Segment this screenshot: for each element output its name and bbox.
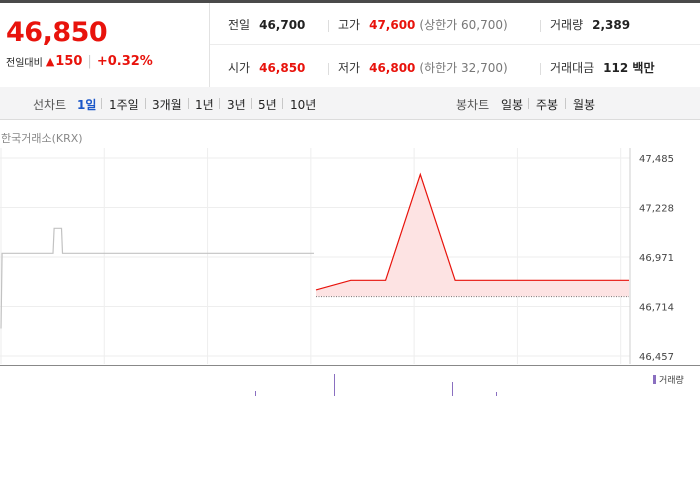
candle-chart-label: 봉차트: [456, 98, 490, 112]
price-box: 46,850 전일대비 ▲ 150 | +0.32%: [0, 3, 210, 87]
volume-swatch: [653, 375, 656, 384]
trade-value-label: 거래대금: [550, 61, 595, 75]
prev-close-label: 전일: [228, 18, 251, 32]
prev-close-cell: 전일 46,700: [228, 16, 305, 33]
tab-divider: [282, 98, 283, 109]
line-chart-label: 선차트: [33, 98, 67, 112]
upper-limit: (상한가 60,700): [419, 18, 508, 32]
tab-divider: [219, 98, 220, 109]
y-tick-label: 46,971: [639, 253, 674, 264]
prev-day-line: [0, 227, 314, 329]
tab-10y[interactable]: 10년: [290, 98, 317, 112]
y-tick-label: 47,228: [639, 204, 674, 215]
change-percent: +0.32%: [96, 54, 153, 69]
tab-divider: [188, 98, 189, 109]
tab-divider: [251, 98, 252, 109]
tab-3y[interactable]: 3년: [227, 98, 246, 112]
open-label: 시가: [228, 61, 251, 75]
volume-chart: [255, 374, 497, 396]
row-divider: [210, 44, 700, 45]
open-cell: 시가 46,850: [228, 59, 305, 76]
chart-grid: [0, 148, 631, 364]
chart-tabs: 선차트 1일 1주일 3개월 1년 3년 5년 10년 봉차트 일봉 주봉 월봉: [0, 87, 700, 120]
volume-bar: [452, 382, 453, 396]
volume-legend: 거래량: [653, 373, 684, 386]
tab-divider: [145, 98, 146, 109]
up-arrow-icon: ▲: [45, 55, 55, 68]
prev-close-value: 46,700: [259, 18, 306, 32]
volume-bar: [334, 374, 335, 396]
data-source-label: 한국거래소(KRX): [1, 132, 83, 145]
today-area-fill: [316, 174, 629, 297]
divider: [540, 63, 541, 75]
change-label: 전일대비: [6, 58, 43, 69]
tab-divider: [528, 98, 529, 109]
tab-1d[interactable]: 1일: [77, 98, 97, 112]
price-chart: 47,485 47,228 46,971 46,714 46,457: [0, 148, 674, 364]
divider: [328, 63, 329, 75]
low-cell: 저가 46,800 (하한가 32,700): [338, 59, 508, 76]
tab-divider: [101, 98, 102, 109]
change-separator: |: [87, 54, 92, 69]
tab-1y[interactable]: 1년: [195, 98, 214, 112]
trade-value-cell: 거래대금 112 백만: [550, 59, 654, 76]
divider: [328, 20, 329, 32]
volume-label: 거래량: [550, 18, 584, 32]
top-border: [0, 0, 700, 3]
low-value: 46,800: [369, 61, 416, 75]
quote-summary: 46,850 전일대비 ▲ 150 | +0.32% 전일 46,700 고가 …: [0, 3, 700, 88]
trade-value-value: 112 백만: [603, 61, 655, 75]
y-tick-label: 46,457: [639, 352, 674, 363]
volume-value: 2,389: [592, 18, 631, 32]
tab-5y[interactable]: 5년: [258, 98, 277, 112]
lower-limit: (하한가 32,700): [419, 61, 508, 75]
volume-legend-label: 거래량: [659, 376, 684, 386]
high-value: 47,600: [369, 18, 416, 32]
divider: [540, 20, 541, 32]
tab-divider: [565, 98, 566, 109]
tab-daily[interactable]: 일봉: [501, 98, 524, 112]
volume-bar: [255, 391, 256, 396]
high-label: 고가: [338, 18, 361, 32]
high-cell: 고가 47,600 (상한가 60,700): [338, 16, 508, 33]
price-change: 전일대비 ▲ 150 | +0.32%: [6, 54, 153, 69]
tab-3m[interactable]: 3개월: [152, 98, 182, 112]
open-value: 46,850: [259, 61, 306, 75]
tab-weekly[interactable]: 주봉: [536, 98, 559, 112]
volume-bar: [496, 392, 497, 396]
tab-monthly[interactable]: 월봉: [573, 98, 596, 112]
volume-area: [0, 365, 700, 396]
current-price: 46,850: [6, 17, 108, 48]
volume-cell: 거래량 2,389: [550, 16, 630, 33]
y-axis-ticks: 47,485 47,228 46,971 46,714 46,457: [639, 154, 674, 363]
low-label: 저가: [338, 61, 361, 75]
today-line: [315, 172, 629, 291]
y-tick-label: 46,714: [639, 303, 674, 314]
y-tick-label: 47,485: [639, 154, 674, 165]
change-amount: 150: [55, 54, 83, 69]
tab-1w[interactable]: 1주일: [109, 98, 139, 112]
